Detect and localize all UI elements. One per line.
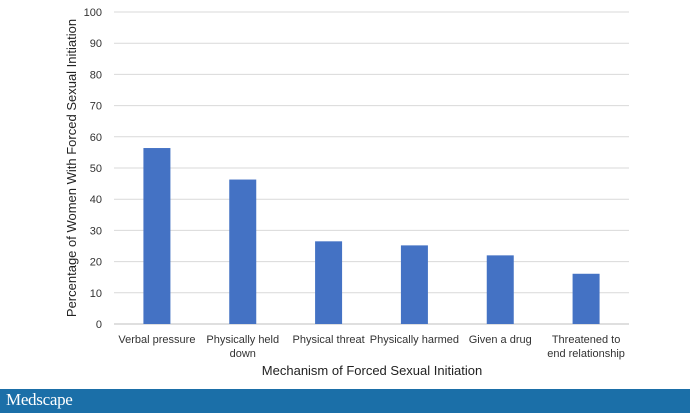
y-tick-label: 0 (96, 319, 102, 331)
gridlines (114, 11, 629, 325)
y-tick-label: 50 (90, 163, 102, 175)
bar (229, 179, 257, 324)
y-tick-label: 90 (90, 38, 102, 50)
y-tick-label: 60 (90, 132, 102, 144)
y-tick-label: 30 (90, 225, 102, 237)
bar (400, 245, 428, 324)
bar (315, 241, 343, 324)
x-tick-label: Physically harmed (370, 334, 459, 346)
x-tick-label: Physical threat (293, 334, 365, 346)
bar (572, 273, 600, 324)
x-tick-label: Given a drug (469, 334, 532, 346)
bar-chart: 0 10 20 30 40 50 60 70 80 90 100 Verbal pressure Ph… (64, 7, 629, 378)
bars (143, 148, 600, 324)
x-tick-label: Verbal pressure (118, 334, 195, 346)
x-tick-label: end relationship (547, 348, 625, 360)
x-tick-label: Physically held (206, 334, 279, 346)
y-tick-label: 20 (90, 257, 102, 269)
y-axis-ticks: 0 10 20 30 40 50 60 70 80 90 100 (84, 7, 102, 331)
y-tick-label: 10 (90, 288, 102, 300)
y-tick-label: 80 (90, 69, 102, 81)
x-axis-title: Mechanism of Forced Sexual Initiation (262, 363, 482, 378)
y-axis-title: Percentage of Women With Forced Sexual I… (64, 19, 79, 317)
y-tick-label: 70 (90, 101, 102, 113)
y-tick-label: 40 (90, 194, 102, 206)
footer-bar: Medscape (0, 389, 690, 413)
y-tick-label: 100 (84, 7, 102, 19)
x-tick-label: down (230, 348, 256, 360)
x-tick-label: Threatened to (552, 334, 621, 346)
bar (143, 148, 171, 324)
medscape-logo: Medscape (6, 390, 73, 409)
bar (486, 255, 514, 324)
x-axis-ticks: Verbal pressure Physically held down Physic… (118, 334, 625, 360)
